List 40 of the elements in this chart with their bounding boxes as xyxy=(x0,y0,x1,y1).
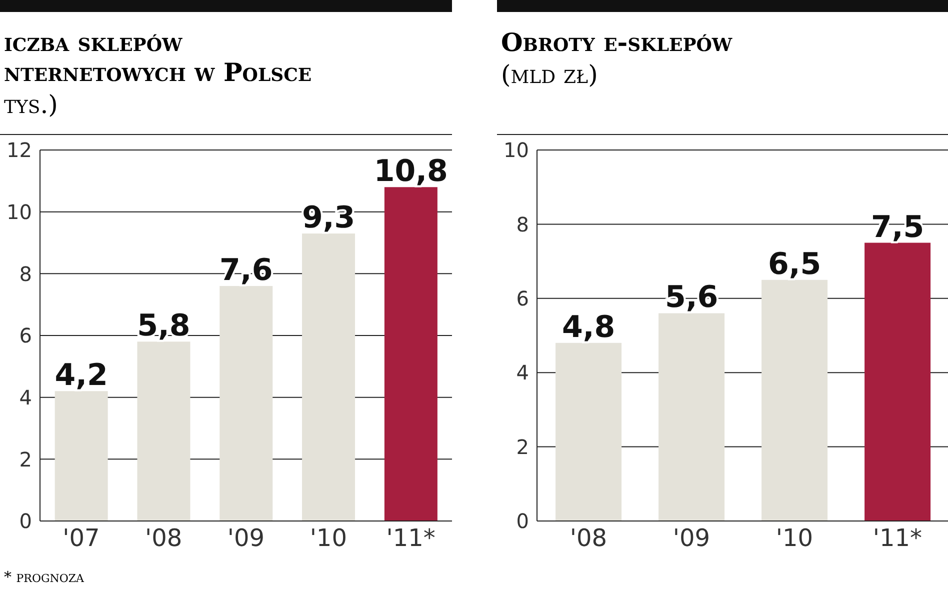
bar xyxy=(54,391,108,521)
y-tick-label: 4 xyxy=(516,360,529,385)
data-label: 6,5 xyxy=(768,246,822,282)
x-tick-label: '07 xyxy=(62,524,100,552)
chart-title: Obroty e-sklepów xyxy=(501,28,732,58)
chart-subtitle: tys.) xyxy=(4,90,58,120)
x-tick-label: '11* xyxy=(872,524,922,552)
bar xyxy=(556,342,622,521)
y-tick-label: 4 xyxy=(19,385,32,410)
y-tick-label: 2 xyxy=(516,434,529,459)
x-tick-label: '11* xyxy=(386,524,436,552)
bar xyxy=(220,286,273,521)
bar xyxy=(302,233,356,521)
y-tick-label: 0 xyxy=(516,509,529,534)
y-tick-label: 2 xyxy=(19,447,32,472)
chart-subtitle: (mld zł) xyxy=(501,60,598,90)
x-tick-label: '08 xyxy=(145,524,182,552)
data-label: 10,8 xyxy=(374,154,448,190)
y-tick-label: 8 xyxy=(19,262,32,286)
y-tick-label: 10 xyxy=(504,138,529,162)
text: * prognoza xyxy=(4,568,84,586)
y-tick-label: 12 xyxy=(6,138,32,162)
data-label: 5,8 xyxy=(137,308,190,344)
bar xyxy=(384,187,438,521)
data-label: 4,8 xyxy=(562,310,616,345)
y-tick-label: 6 xyxy=(516,286,529,310)
x-tick-label: '10 xyxy=(776,524,814,552)
bar xyxy=(137,342,190,521)
bar xyxy=(762,280,828,521)
y-tick-label: 0 xyxy=(19,509,32,534)
bar xyxy=(864,242,931,521)
data-label: 4,2 xyxy=(54,358,108,394)
x-tick-label: '08 xyxy=(570,524,608,552)
bar xyxy=(658,313,725,521)
x-tick-label: '09 xyxy=(227,524,265,552)
x-tick-label: '09 xyxy=(672,524,710,552)
x-tick-label: '10 xyxy=(310,524,347,552)
y-tick-label: 8 xyxy=(516,212,529,236)
y-tick-label: 6 xyxy=(19,324,32,348)
y-tick-label: 10 xyxy=(6,200,32,224)
